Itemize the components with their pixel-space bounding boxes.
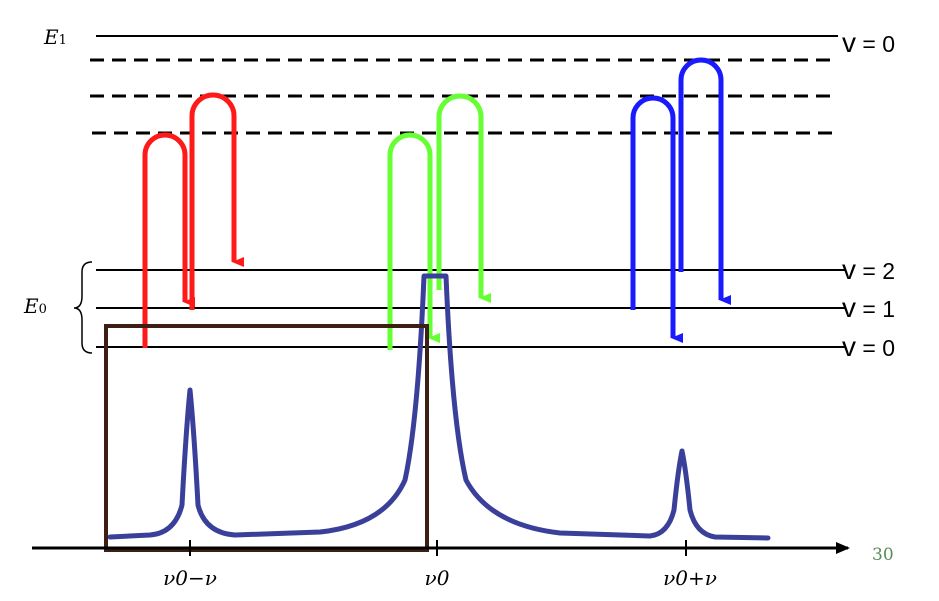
spectrum-curve bbox=[107, 273, 771, 541]
label-v2: v = 2 bbox=[842, 254, 895, 285]
axis-label-stokes: ν0−ν bbox=[163, 566, 217, 590]
rayleigh-transition-1 bbox=[387, 132, 440, 350]
axis-label-antistokes: ν0+ν bbox=[663, 566, 717, 590]
page-number: 30 bbox=[872, 545, 894, 565]
e0-brace bbox=[73, 261, 93, 354]
label-e1: E1 bbox=[43, 25, 67, 49]
label-e0: E0 bbox=[23, 294, 47, 318]
rayleigh-transition-2 bbox=[436, 93, 491, 303]
label-v-upper: v = 0 bbox=[842, 27, 895, 58]
stokes-transition-1 bbox=[142, 132, 195, 348]
antistokes-transition-1 bbox=[630, 95, 683, 343]
stokes-transition-2 bbox=[189, 92, 244, 310]
highlight-box bbox=[104, 324, 429, 552]
label-v1: v = 1 bbox=[842, 292, 895, 323]
antistokes-transition-2 bbox=[678, 57, 731, 305]
axis-label-rayleigh: ν0 bbox=[425, 566, 450, 590]
label-v0: v = 0 bbox=[842, 331, 895, 362]
